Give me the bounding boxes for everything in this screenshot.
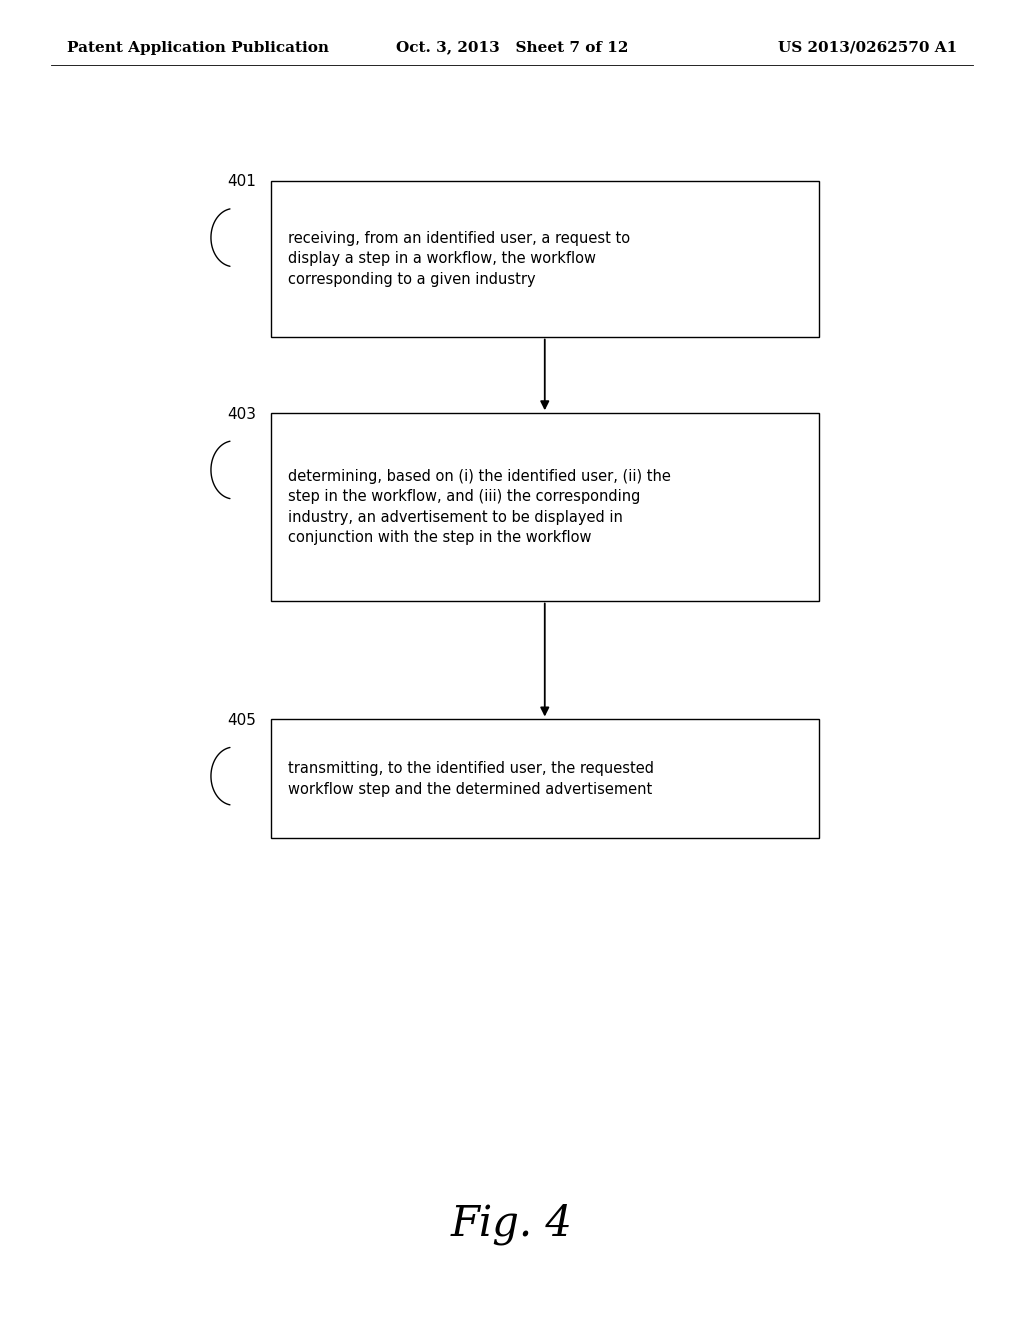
Text: Patent Application Publication: Patent Application Publication: [67, 41, 329, 54]
Text: transmitting, to the identified user, the requested
workflow step and the determ: transmitting, to the identified user, th…: [288, 762, 653, 796]
Text: 401: 401: [227, 174, 256, 189]
Bar: [271, 719, 819, 838]
Text: Fig. 4: Fig. 4: [451, 1203, 573, 1245]
Text: Oct. 3, 2013   Sheet 7 of 12: Oct. 3, 2013 Sheet 7 of 12: [396, 41, 628, 54]
Text: US 2013/0262570 A1: US 2013/0262570 A1: [778, 41, 957, 54]
Text: receiving, from an identified user, a request to
display a step in a workflow, t: receiving, from an identified user, a re…: [288, 231, 630, 286]
Text: determining, based on (i) the identified user, (ii) the
step in the workflow, an: determining, based on (i) the identified…: [288, 469, 671, 545]
Bar: [271, 413, 819, 601]
Text: 405: 405: [227, 713, 256, 727]
Text: 403: 403: [227, 407, 256, 421]
Bar: [271, 181, 819, 337]
